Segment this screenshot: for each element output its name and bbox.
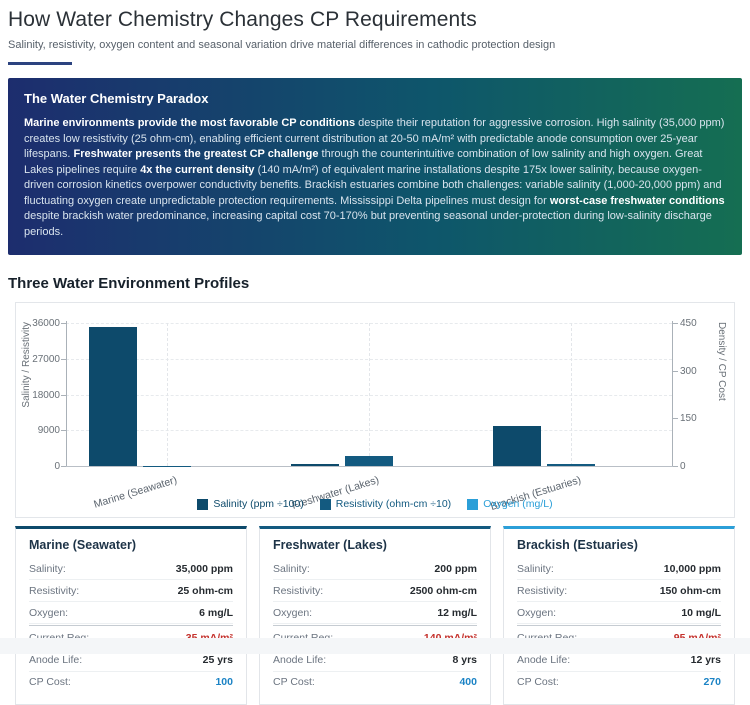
- chart-bar[interactable]: [89, 327, 137, 466]
- card-row: Resistivity: 25 ohm-cm: [29, 580, 233, 602]
- row-value: 270: [703, 676, 721, 688]
- row-label: Salinity:: [29, 563, 66, 575]
- legend-label: Oxygen (mg/L): [483, 498, 552, 510]
- callout-segment: worst-case freshwater conditions: [550, 195, 725, 207]
- profile-card: Marine (Seawater) Salinity: 35,000 ppm Resi…: [15, 526, 247, 705]
- row-label: Oxygen:: [273, 607, 312, 619]
- callout-title: The Water Chemistry Paradox: [24, 91, 726, 106]
- profile-cards-row: Marine (Seawater) Salinity: 35,000 ppm Resi…: [15, 526, 735, 705]
- row-label: CP Cost:: [517, 676, 559, 688]
- legend-swatch: [197, 499, 208, 510]
- card-title: Freshwater (Lakes): [273, 538, 477, 552]
- legend-item[interactable]: Resistivity (ohm-cm ÷10): [320, 498, 451, 510]
- right-axis-tick-mark: [673, 371, 678, 372]
- row-value: 35,000 ppm: [176, 563, 233, 575]
- row-value: 12 yrs: [691, 654, 721, 666]
- row-label: CP Cost:: [29, 676, 71, 688]
- card-row: CP Cost: 270: [517, 672, 721, 693]
- section-heading: Three Water Environment Profiles: [8, 275, 742, 292]
- row-value: 200 ppm: [434, 563, 477, 575]
- row-value: 12 mg/L: [437, 607, 477, 619]
- row-value: 2500 ohm-cm: [410, 585, 477, 597]
- profile-card: Brackish (Estuaries) Salinity: 10,000 ppm R…: [503, 526, 735, 705]
- row-label: Resistivity:: [29, 585, 79, 597]
- legend-swatch: [467, 499, 478, 510]
- legend-label: Resistivity (ohm-cm ÷10): [336, 498, 451, 510]
- legend-item[interactable]: Salinity (ppm ÷100): [197, 498, 303, 510]
- bar-group: [66, 323, 268, 466]
- row-label: Oxygen:: [517, 607, 556, 619]
- card-title: Marine (Seawater): [29, 538, 233, 552]
- callout-segment: Freshwater presents the greatest CP chal…: [74, 148, 319, 160]
- row-value: 150 ohm-cm: [660, 585, 721, 597]
- card-row: Salinity: 200 ppm: [273, 558, 477, 580]
- card-row: CP Cost: 100: [29, 672, 233, 693]
- card-row: Oxygen: 6 mg/L: [29, 602, 233, 624]
- right-axis-tick-mark: [673, 323, 678, 324]
- page-subtitle: Salinity, resistivity, oxygen content an…: [8, 39, 740, 51]
- right-axis-tick: 150: [680, 413, 720, 424]
- row-label: Anode Life:: [273, 654, 326, 666]
- card-row: CP Cost: 400: [273, 672, 477, 693]
- card-row: Oxygen: 12 mg/L: [273, 602, 477, 624]
- chart-bar[interactable]: [345, 456, 393, 466]
- row-label: CP Cost:: [273, 676, 315, 688]
- card-row: Oxygen: 10 mg/L: [517, 602, 721, 624]
- chart-bar[interactable]: [493, 426, 541, 466]
- title-accent-bar: [8, 62, 72, 65]
- right-axis-tick-mark: [673, 418, 678, 419]
- legend-item[interactable]: Oxygen (mg/L): [467, 498, 552, 510]
- callout-segment: Marine environments provide the most fav…: [24, 117, 355, 129]
- row-value: 25 ohm-cm: [178, 585, 233, 597]
- left-axis-label: Salinity / Resistivity: [21, 322, 32, 465]
- row-value: 6 mg/L: [199, 607, 233, 619]
- legend-swatch: [320, 499, 331, 510]
- right-axis-line: [672, 321, 673, 467]
- right-axis-tick: 300: [680, 366, 720, 377]
- bar-group: [470, 323, 672, 466]
- callout-banner: The Water Chemistry Paradox Marine envir…: [8, 78, 742, 255]
- row-label: Anode Life:: [29, 654, 82, 666]
- row-value: 400: [459, 676, 477, 688]
- callout-segment: 4x the current density: [140, 164, 254, 176]
- card-row: Salinity: 35,000 ppm: [29, 558, 233, 580]
- callout-text: Marine environments provide the most fav…: [24, 116, 726, 240]
- card-title: Brackish (Estuaries): [517, 538, 721, 552]
- row-value: 10,000 ppm: [664, 563, 721, 575]
- bottom-axis-line: [66, 466, 673, 467]
- row-label: Salinity:: [273, 563, 310, 575]
- right-axis-tick: 450: [680, 318, 720, 329]
- row-label: Oxygen:: [29, 607, 68, 619]
- row-label: Resistivity:: [517, 585, 567, 597]
- page-title: How Water Chemistry Changes CP Requireme…: [8, 8, 740, 32]
- row-label: Salinity:: [517, 563, 554, 575]
- chart-legend: Salinity (ppm ÷100) Resistivity (ohm-cm ÷…: [16, 498, 734, 510]
- profile-card: Freshwater (Lakes) Salinity: 200 ppm Resist…: [259, 526, 491, 705]
- row-label: Anode Life:: [517, 654, 570, 666]
- chart-bar[interactable]: [547, 464, 595, 466]
- row-value: 100: [215, 676, 233, 688]
- callout-segment: despite brackish water predominance, inc…: [24, 210, 712, 238]
- page-header: How Water Chemistry Changes CP Requireme…: [0, 0, 750, 65]
- card-row: Salinity: 10,000 ppm: [517, 558, 721, 580]
- row-value: 10 mg/L: [681, 607, 721, 619]
- row-label: Resistivity:: [273, 585, 323, 597]
- footer-strip: [0, 638, 750, 654]
- chart-bar[interactable]: [291, 464, 339, 466]
- row-value: 8 yrs: [452, 654, 477, 666]
- row-value: 25 yrs: [203, 654, 233, 666]
- legend-label: Salinity (ppm ÷100): [213, 498, 303, 510]
- card-row: Resistivity: 150 ohm-cm: [517, 580, 721, 602]
- bar-group: [268, 323, 470, 466]
- right-axis-tick: 0: [680, 461, 720, 472]
- card-row: Resistivity: 2500 ohm-cm: [273, 580, 477, 602]
- right-axis-tick-mark: [673, 466, 678, 467]
- right-axis-label: Density / CP Cost: [716, 322, 727, 465]
